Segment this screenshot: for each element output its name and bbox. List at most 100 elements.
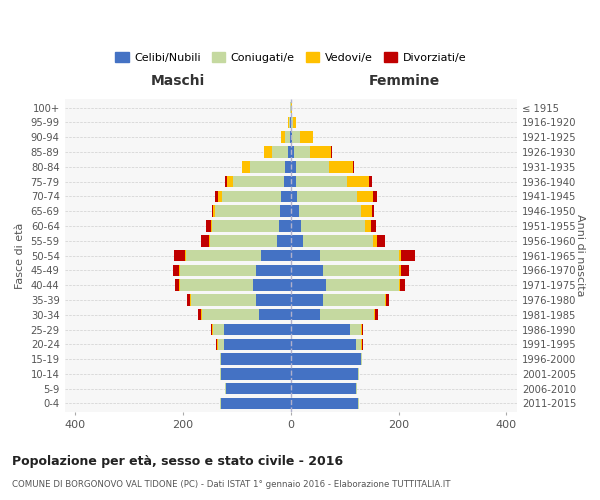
Legend: Celibi/Nubili, Coniugati/e, Vedovi/e, Divorziati/e: Celibi/Nubili, Coniugati/e, Vedovi/e, Di… [111, 48, 471, 68]
Bar [280, 206, 291, 217]
Bar [291, 250, 320, 262]
Bar [256, 294, 291, 306]
Bar [374, 309, 376, 320]
Bar [281, 132, 286, 143]
Bar [179, 280, 181, 291]
Bar [398, 280, 400, 291]
Bar [201, 309, 202, 320]
Bar [220, 368, 221, 380]
Bar [293, 146, 310, 158]
Bar [209, 235, 210, 246]
Bar [242, 161, 250, 172]
Bar [226, 383, 291, 394]
Bar [291, 264, 323, 276]
Bar [220, 398, 221, 409]
Bar [291, 146, 293, 158]
Bar [361, 338, 362, 350]
Bar [174, 250, 185, 262]
Bar [187, 294, 190, 306]
Bar [401, 264, 409, 276]
Bar [310, 146, 331, 158]
Bar [398, 250, 401, 262]
Bar [293, 116, 296, 128]
Text: COMUNE DI BORGONOVO VAL TIDONE (PC) - Dati ISTAT 1° gennaio 2016 - Elaborazione : COMUNE DI BORGONOVO VAL TIDONE (PC) - Da… [12, 480, 451, 489]
Bar [212, 206, 213, 217]
Bar [361, 324, 362, 336]
Bar [373, 190, 377, 202]
Bar [331, 146, 332, 158]
Bar [296, 161, 329, 172]
Bar [356, 338, 361, 350]
Bar [186, 250, 261, 262]
Bar [215, 206, 280, 217]
Bar [191, 294, 256, 306]
Bar [290, 132, 291, 143]
Bar [296, 176, 347, 188]
Bar [216, 338, 217, 350]
Bar [222, 190, 281, 202]
Bar [256, 264, 291, 276]
Bar [224, 324, 291, 336]
Bar [356, 190, 373, 202]
Y-axis label: Fasce di età: Fasce di età [15, 222, 25, 288]
Bar [210, 235, 277, 246]
Bar [218, 338, 224, 350]
Bar [292, 116, 293, 128]
Bar [291, 338, 356, 350]
Bar [286, 161, 291, 172]
Bar [281, 190, 291, 202]
Bar [365, 220, 371, 232]
Bar [289, 116, 290, 128]
Bar [301, 220, 365, 232]
Bar [202, 309, 259, 320]
Bar [291, 398, 358, 409]
Bar [220, 354, 221, 365]
Bar [221, 398, 291, 409]
Bar [291, 354, 361, 365]
Bar [292, 132, 300, 143]
Bar [288, 146, 291, 158]
Bar [358, 398, 359, 409]
Bar [272, 146, 288, 158]
Bar [253, 280, 291, 291]
Bar [213, 324, 224, 336]
Bar [291, 176, 296, 188]
Bar [398, 264, 401, 276]
Bar [320, 309, 374, 320]
Bar [212, 220, 279, 232]
Bar [291, 206, 299, 217]
Bar [300, 132, 313, 143]
Bar [347, 176, 369, 188]
Bar [401, 250, 415, 262]
Bar [218, 190, 222, 202]
Bar [181, 280, 253, 291]
Bar [261, 250, 291, 262]
Bar [213, 206, 215, 217]
Bar [224, 176, 227, 188]
Bar [291, 190, 298, 202]
Bar [284, 176, 291, 188]
Bar [211, 324, 212, 336]
Bar [212, 324, 213, 336]
Bar [326, 280, 398, 291]
Bar [175, 280, 179, 291]
Bar [291, 161, 296, 172]
Bar [224, 338, 291, 350]
Bar [211, 220, 212, 232]
Bar [179, 264, 181, 276]
Bar [299, 206, 361, 217]
Bar [377, 235, 385, 246]
Bar [291, 132, 292, 143]
Bar [369, 176, 371, 188]
Bar [291, 324, 350, 336]
Bar [320, 250, 398, 262]
Bar [400, 280, 405, 291]
Bar [361, 206, 371, 217]
Bar [291, 368, 358, 380]
Bar [303, 235, 373, 246]
Bar [279, 220, 291, 232]
Bar [358, 368, 359, 380]
Bar [286, 132, 290, 143]
Bar [291, 383, 356, 394]
Bar [264, 146, 272, 158]
